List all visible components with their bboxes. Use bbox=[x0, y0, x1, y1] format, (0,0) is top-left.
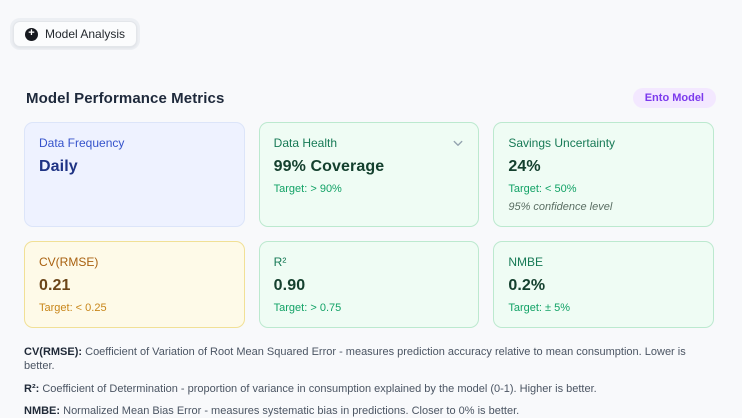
card-r-squared: R² 0.90 Target: > 0.75 bbox=[258, 241, 480, 328]
card-nmbe: NMBE 0.2% Target: ± 5% bbox=[493, 241, 714, 328]
card-target: Target: ± 5% bbox=[508, 302, 571, 314]
footnote-r-squared: R²: Coefficient of Determination - propo… bbox=[24, 382, 718, 396]
card-label: R² bbox=[273, 255, 287, 269]
footnote-text: Coefficient of Determination - proportio… bbox=[39, 382, 597, 395]
footnote-term: NMBE: bbox=[24, 404, 61, 417]
card-label: Data Health bbox=[273, 136, 338, 150]
chevron-down-icon[interactable] bbox=[452, 137, 464, 149]
footnote-term: R²: bbox=[24, 382, 40, 395]
card-label: NMBE bbox=[508, 255, 543, 269]
plus-circle-icon bbox=[25, 27, 38, 41]
page-title: Model Performance Metrics bbox=[26, 89, 225, 107]
metrics-grid: Data Frequency Daily Data Health 99% Cov… bbox=[24, 122, 714, 328]
model-analysis-button[interactable]: Model Analysis bbox=[13, 21, 138, 47]
card-value: 0.90 bbox=[273, 277, 306, 294]
card-label: Savings Uncertainty bbox=[508, 136, 616, 150]
model-analysis-label: Model Analysis bbox=[45, 27, 126, 41]
card-target: Target: < 0.25 bbox=[39, 302, 107, 314]
card-savings-uncertainty: Savings Uncertainty 24% Target: < 50% 95… bbox=[493, 122, 714, 227]
footnote-text: Coefficient of Variation of Root Mean Sq… bbox=[24, 346, 686, 373]
card-data-health[interactable]: Data Health 99% Coverage Target: > 90% bbox=[258, 122, 480, 227]
header-row: Model Performance Metrics Ento Model bbox=[26, 88, 716, 108]
card-label: Data Frequency bbox=[39, 136, 125, 150]
card-value: 24% bbox=[508, 158, 541, 175]
footnote-nmbe: NMBE: Normalized Mean Bias Error - measu… bbox=[24, 404, 718, 418]
card-value: 0.21 bbox=[39, 277, 71, 294]
footnote-term: CV(RMSE): bbox=[24, 346, 83, 358]
card-value: 0.2% bbox=[508, 277, 546, 294]
toolbar: Model Analysis bbox=[0, 0, 742, 47]
card-target: Target: > 0.75 bbox=[273, 302, 342, 314]
card-data-frequency: Data Frequency Daily bbox=[24, 122, 245, 227]
card-target: Target: < 50% bbox=[508, 183, 577, 195]
metric-definitions: CV(RMSE): Coefficient of Variation of Ro… bbox=[24, 345, 718, 418]
card-cv-rmse: CV(RMSE) 0.21 Target: < 0.25 bbox=[24, 241, 245, 328]
footnote-cv-rmse: CV(RMSE): Coefficient of Variation of Ro… bbox=[24, 345, 718, 374]
card-confidence-note: 95% confidence level bbox=[508, 201, 613, 213]
card-label: CV(RMSE) bbox=[39, 255, 99, 269]
footnote-text: Normalized Mean Bias Error - measures sy… bbox=[60, 404, 520, 417]
card-target: Target: > 90% bbox=[273, 183, 342, 195]
ento-model-badge: Ento Model bbox=[632, 88, 716, 108]
card-value: Daily bbox=[39, 158, 78, 175]
card-value: 99% Coverage bbox=[273, 158, 385, 175]
